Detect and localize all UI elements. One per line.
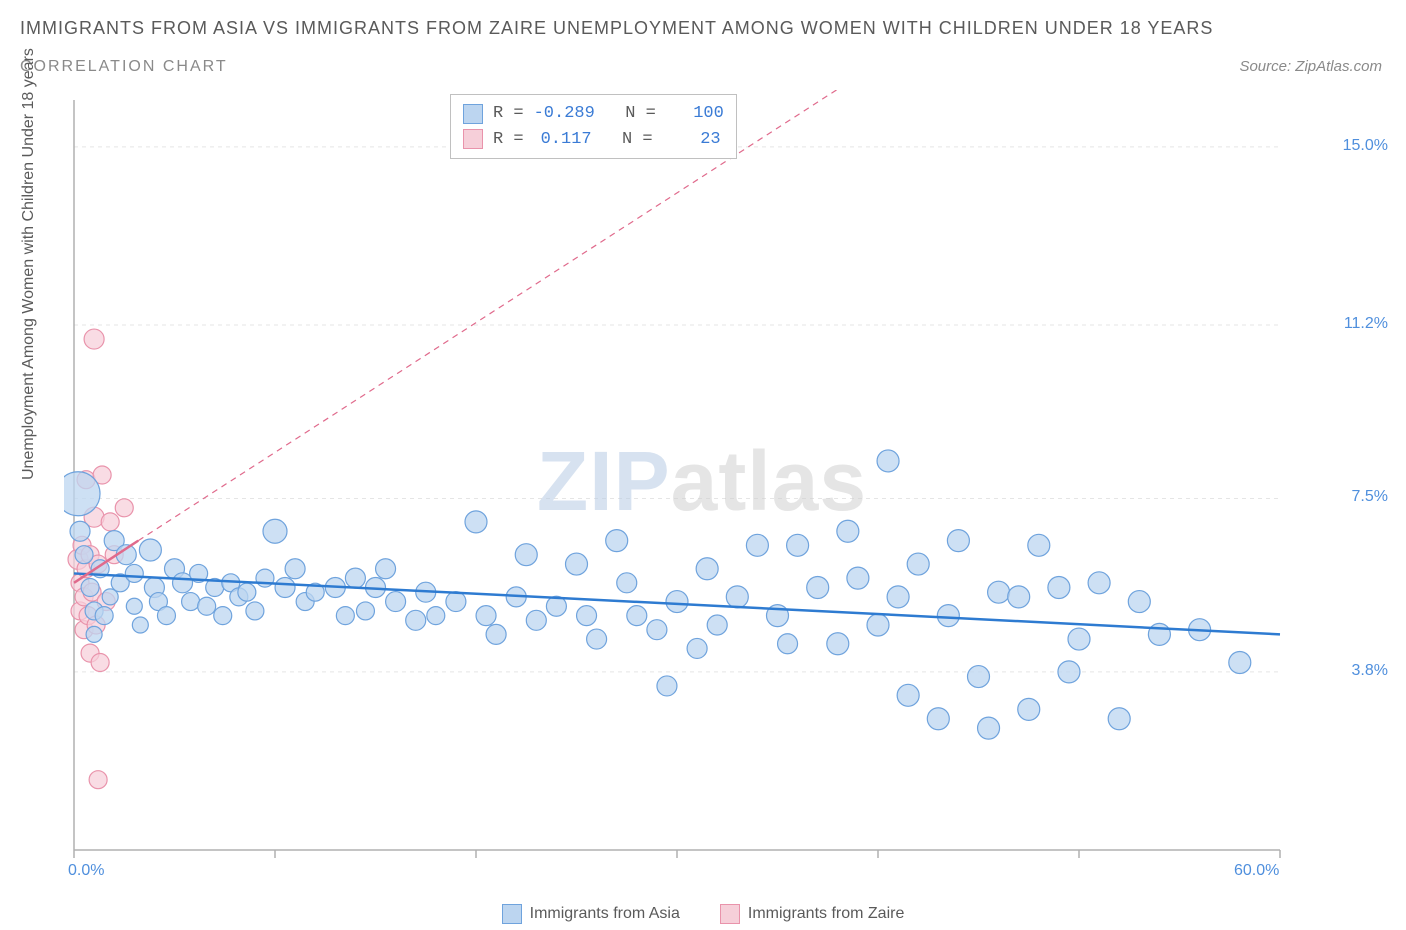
watermark: ZIPatlas: [537, 434, 867, 528]
y-tick-label: 11.2%: [1344, 315, 1388, 333]
y-axis-label: Unemployment Among Women with Children U…: [20, 48, 38, 480]
x-tick-label: 0.0%: [68, 862, 104, 880]
chart-subtitle: CORRELATION CHART: [20, 58, 228, 76]
x-tick-label: 60.0%: [1234, 862, 1279, 880]
legend-row-zaire: R =0.117 N =23: [463, 127, 724, 153]
source-credit: Source: ZipAtlas.com: [1239, 58, 1382, 75]
scatter-plot: ZIPatlas: [64, 90, 1340, 880]
swatch-zaire: [463, 129, 483, 149]
legend-item-asia: Immigrants from Asia: [502, 904, 680, 924]
swatch-asia-icon: [502, 904, 522, 924]
legend-label-asia: Immigrants from Asia: [530, 905, 680, 923]
y-tick-label: 15.0%: [1343, 137, 1388, 155]
series-legend: Immigrants from Asia Immigrants from Zai…: [0, 904, 1406, 924]
chart-title: IMMIGRANTS FROM ASIA VS IMMIGRANTS FROM …: [20, 18, 1213, 39]
swatch-zaire-icon: [720, 904, 740, 924]
svg-text:ZIPatlas: ZIPatlas: [537, 434, 867, 528]
legend-label-zaire: Immigrants from Zaire: [748, 905, 904, 923]
y-tick-label: 3.8%: [1352, 662, 1388, 680]
y-tick-label: 7.5%: [1352, 488, 1388, 506]
legend-row-asia: R =-0.289 N =100: [463, 101, 724, 127]
correlation-legend: R =-0.289 N =100 R =0.117 N =23: [450, 94, 737, 159]
legend-item-zaire: Immigrants from Zaire: [720, 904, 904, 924]
swatch-asia: [463, 104, 483, 124]
